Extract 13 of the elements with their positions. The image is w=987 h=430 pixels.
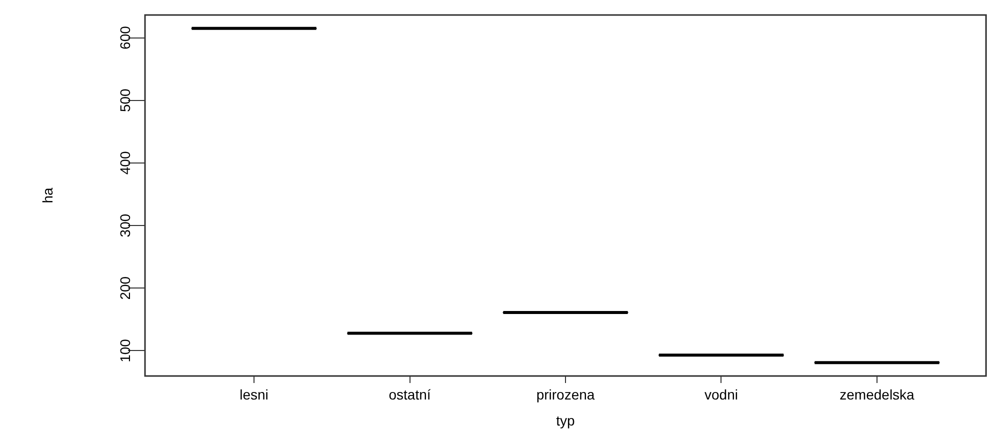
x-tick-label: ostatní (388, 386, 431, 402)
y-tick-label: 500 (116, 88, 133, 112)
x-tick-label: zemedelska (840, 386, 915, 402)
y-tick-label: 100 (116, 338, 133, 362)
y-tick-label: 400 (116, 151, 133, 175)
y-axis-title: ha (39, 188, 56, 204)
y-tick-label: 300 (116, 214, 133, 238)
x-tick-label: vodni (704, 386, 738, 402)
y-tick-label: 200 (116, 276, 133, 300)
y-tick-label: 600 (116, 26, 133, 50)
x-tick-label: prirozena (536, 386, 595, 402)
x-axis-title: typ (556, 412, 576, 428)
x-tick-label: lesni (240, 386, 268, 402)
